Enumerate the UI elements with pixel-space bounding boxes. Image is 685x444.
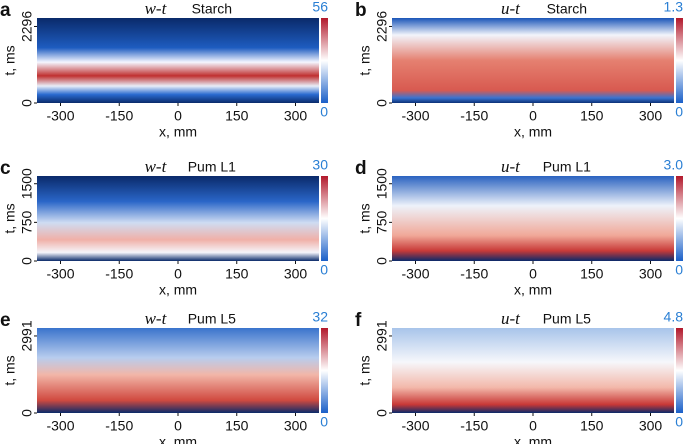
x-tick-label: 0	[529, 266, 537, 282]
y-tick-label: 750	[374, 210, 390, 234]
x-tick-label: 150	[225, 418, 249, 434]
y-axis-label: t, ms	[357, 355, 373, 385]
panel-letter: a	[0, 0, 11, 21]
x-tick-label: 300	[639, 108, 663, 124]
panel-variable: u-t	[501, 0, 521, 18]
y-tick-label: 1500	[374, 168, 390, 199]
colorbar-label: 0	[675, 414, 683, 430]
x-tick-label: 300	[284, 108, 308, 124]
panel-variable: w-t	[145, 309, 168, 328]
y-tick-label: 2296	[19, 11, 35, 42]
panel-letter: c	[0, 158, 11, 179]
y-tick-label: 0	[19, 99, 35, 107]
x-tick-label: 0	[174, 108, 182, 124]
y-axis-label: t, ms	[2, 45, 18, 75]
x-axis-label: x, mm	[159, 124, 197, 140]
panel-variable: w-t	[145, 0, 168, 18]
x-tick-label: -150	[105, 108, 133, 124]
y-tick-label: 0	[374, 409, 390, 417]
y-axis-label: t, ms	[357, 45, 373, 75]
x-tick-label: 0	[174, 418, 182, 434]
colorbar	[321, 176, 328, 261]
x-tick-label: -300	[46, 418, 74, 434]
x-tick-label: 300	[284, 418, 308, 434]
y-axis-label: t, ms	[357, 203, 373, 233]
x-tick-label: 150	[580, 266, 604, 282]
panel-variable: w-t	[145, 157, 168, 176]
x-tick-label: -150	[460, 266, 488, 282]
colorbar	[676, 328, 683, 413]
x-tick-label: 300	[639, 266, 663, 282]
colorbar-label: 3.0	[664, 157, 684, 173]
y-tick-label: 750	[19, 210, 35, 234]
colorbar-label: 32	[312, 309, 328, 325]
colorbar-label: 0	[320, 104, 328, 120]
panel-letter: d	[355, 158, 367, 179]
colorbar	[676, 176, 683, 261]
x-tick-label: 0	[174, 266, 182, 282]
heatmap	[392, 328, 674, 413]
heatmap	[37, 328, 319, 413]
x-axis-label: x, mm	[514, 434, 552, 444]
x-axis-label: x, mm	[514, 282, 552, 298]
heatmap	[392, 18, 674, 103]
y-tick-label: 0	[374, 257, 390, 265]
colorbar-label: 30	[312, 157, 328, 173]
panel-title: Pum L1	[188, 159, 236, 175]
panel-title: Pum L1	[543, 159, 591, 175]
panel-letter: e	[0, 310, 11, 331]
y-axis-label: t, ms	[2, 203, 18, 233]
x-tick-label: -150	[460, 108, 488, 124]
panel-letter: f	[355, 310, 362, 331]
x-tick-label: 0	[529, 108, 537, 124]
y-tick-label: 0	[19, 409, 35, 417]
panel-title: Pum L5	[543, 311, 591, 327]
colorbar-label: 56	[312, 0, 328, 15]
colorbar-label: 0	[675, 262, 683, 278]
colorbar-label: 0	[675, 104, 683, 120]
x-tick-label: -300	[401, 418, 429, 434]
panel-title: Pum L5	[188, 311, 236, 327]
x-axis-label: x, mm	[159, 434, 197, 444]
x-tick-label: 0	[529, 418, 537, 434]
y-tick-label: 2991	[19, 320, 35, 351]
panel-variable: u-t	[501, 157, 521, 176]
x-tick-label: -150	[105, 418, 133, 434]
heatmap	[37, 18, 319, 103]
x-tick-label: -300	[401, 108, 429, 124]
x-tick-label: 300	[284, 266, 308, 282]
y-tick-label: 0	[19, 257, 35, 265]
x-tick-label: 300	[639, 418, 663, 434]
x-tick-label: -150	[460, 418, 488, 434]
x-tick-label: 150	[580, 418, 604, 434]
y-tick-label: 2296	[374, 11, 390, 42]
x-tick-label: 150	[225, 108, 249, 124]
x-tick-label: 150	[580, 108, 604, 124]
y-tick-label: 1500	[19, 168, 35, 199]
x-tick-label: -300	[46, 266, 74, 282]
colorbar-label: 4.8	[664, 309, 684, 325]
panel-title: Starch	[192, 1, 232, 17]
heatmap	[37, 176, 319, 261]
colorbar-label: 0	[320, 262, 328, 278]
y-axis-label: t, ms	[2, 355, 18, 385]
colorbar-label: 0	[320, 414, 328, 430]
x-axis-label: x, mm	[514, 124, 552, 140]
colorbar	[321, 18, 328, 103]
colorbar-label: 1.3	[664, 0, 684, 15]
colorbar	[676, 18, 683, 103]
y-tick-label: 0	[374, 99, 390, 107]
x-tick-label: -300	[46, 108, 74, 124]
panel-title: Starch	[547, 1, 587, 17]
panel-letter: b	[355, 0, 367, 21]
x-tick-label: 150	[225, 266, 249, 282]
colorbar	[321, 328, 328, 413]
panel-variable: u-t	[501, 309, 521, 328]
y-tick-label: 2991	[374, 320, 390, 351]
x-tick-label: -300	[401, 266, 429, 282]
x-axis-label: x, mm	[159, 282, 197, 298]
x-tick-label: -150	[105, 266, 133, 282]
heatmap	[392, 176, 674, 261]
